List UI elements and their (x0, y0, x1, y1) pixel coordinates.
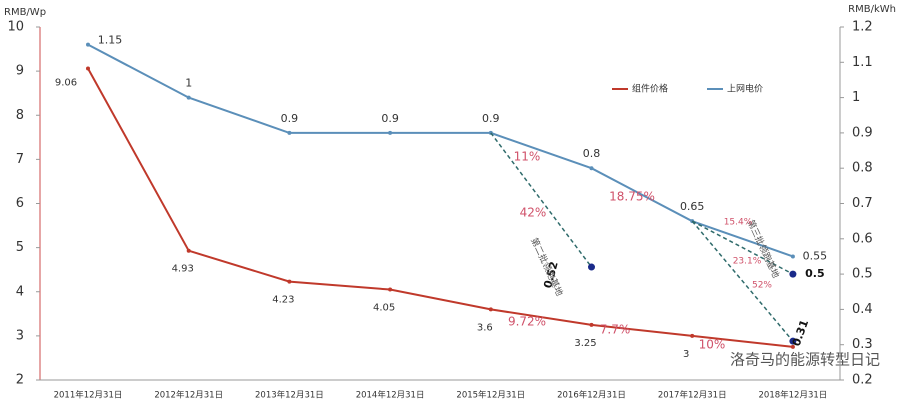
point (488, 307, 493, 312)
data-label: 4.05 (373, 303, 395, 314)
y-tick-label: 4 (16, 284, 24, 299)
point (388, 130, 393, 135)
y-tick-label: 10 (7, 20, 24, 35)
y-tick-label: 6 (16, 196, 24, 211)
data-label: 0.9 (281, 112, 299, 125)
series-line (87, 67, 794, 348)
annotation: 15.4% (724, 218, 753, 228)
y-tick-label: 3 (16, 328, 24, 343)
data-label: 3.6 (477, 322, 493, 333)
point (790, 344, 795, 349)
y2-tick-label: 0.8 (852, 161, 873, 176)
y2-axis-label: RMB/kWh (848, 4, 896, 15)
y2-tick-label: 0.6 (852, 231, 873, 246)
annotation: 18.75% (609, 190, 655, 204)
data-label: 4.93 (172, 264, 194, 275)
watermark: 洛奇马的能源转型日记 (730, 351, 880, 369)
point (690, 333, 695, 338)
data-label: 0.55 (803, 249, 828, 262)
data-label: 0.65 (680, 200, 705, 213)
annotation: 23.1% (733, 257, 762, 267)
data-label: 3 (683, 349, 689, 360)
series-line (87, 43, 794, 258)
benchmark-point (588, 263, 595, 271)
y2-tick-label: 0.9 (852, 125, 873, 140)
point (86, 42, 90, 47)
benchmark-line (691, 220, 794, 342)
point (790, 254, 795, 259)
y2-tick-label: 0.7 (852, 196, 873, 211)
y-tick-label: 8 (16, 108, 24, 123)
annotation: 7.7% (600, 323, 631, 337)
y2-tick-label: 1 (852, 90, 860, 105)
point (589, 322, 594, 327)
benchmark-label: 0.5 (805, 267, 825, 280)
data-label: 4.23 (272, 295, 294, 306)
y2-tick-label: 1.2 (852, 20, 873, 35)
x-tick-label: 2011年12月31日 (54, 390, 123, 401)
y2-tick-label: 0.5 (852, 267, 873, 282)
y-tick-label: 5 (16, 240, 24, 255)
point (388, 287, 393, 292)
data-label: 0.8 (583, 147, 601, 160)
annotation: 42% (520, 206, 547, 220)
data-label: 1 (185, 77, 192, 90)
point (287, 279, 292, 284)
data-label: 0.9 (482, 112, 500, 125)
y2-tick-label: 0.4 (852, 302, 873, 317)
point (186, 95, 191, 100)
legend-label: 上网电价 (727, 83, 763, 95)
y2-tick-label: 1.1 (852, 55, 873, 70)
annotation: 11% (514, 150, 541, 164)
x-tick-label: 2016年12月31日 (557, 390, 626, 401)
annotation: 9.72% (508, 315, 546, 329)
y2-tick-label: 0.3 (852, 337, 873, 352)
legend-label: 组件价格 (632, 83, 668, 95)
annotation: 10% (699, 338, 726, 352)
point (287, 130, 292, 135)
x-tick-label: 2017年12月31日 (658, 390, 727, 401)
data-label: 0.9 (381, 112, 399, 125)
point (186, 248, 191, 253)
y-tick-label: 9 (16, 64, 24, 79)
y2-tick-label: 0.2 (852, 373, 873, 388)
annotation: 52% (752, 281, 772, 291)
benchmark-point (789, 270, 797, 278)
point (86, 66, 90, 71)
data-label: 9.06 (55, 77, 77, 88)
x-tick-label: 2013年12月31日 (255, 390, 324, 401)
benchmark-label: 0.31 (790, 318, 811, 348)
y-tick-label: 2 (16, 373, 24, 388)
data-label: 3.25 (574, 338, 596, 349)
y-tick-label: 7 (16, 152, 24, 167)
point (589, 166, 594, 171)
x-tick-label: 2015年12月31日 (456, 390, 525, 401)
x-tick-label: 2014年12月31日 (356, 390, 425, 401)
data-label: 1.15 (98, 34, 123, 47)
benchmark-line (691, 220, 794, 275)
benchmark-point (789, 337, 797, 345)
x-tick-label: 2018年12月31日 (759, 390, 828, 401)
y-axis-label: RMB/Wp (4, 7, 46, 18)
x-tick-label: 2012年12月31日 (154, 390, 223, 401)
